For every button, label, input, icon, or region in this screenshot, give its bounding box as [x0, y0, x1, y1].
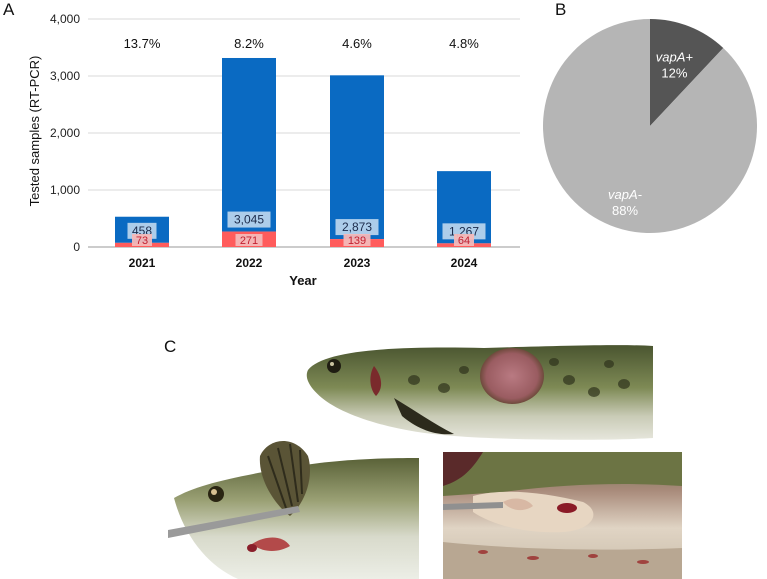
- x-tick-label: 2023: [344, 256, 371, 270]
- pie-slice-name: vapA+: [656, 49, 694, 64]
- bar-segment-upper: [330, 75, 384, 240]
- x-tick-label: 2022: [236, 256, 263, 270]
- pie-slice-value: 12%: [661, 65, 687, 80]
- fish-gill-cover-lifted-photo: [168, 436, 419, 579]
- y-tick-label: 3,000: [50, 69, 80, 83]
- percent-label: 13.7%: [124, 36, 161, 51]
- x-tick-labels: 2021 2022 2023 2024: [129, 256, 478, 270]
- data-label-box: [235, 234, 263, 246]
- data-label-lower: 139: [348, 235, 366, 247]
- y-tick-label: 1,000: [50, 183, 80, 197]
- fish-opened-body-cavity-photo: [443, 452, 682, 579]
- bar-segment-upper: [222, 57, 276, 232]
- pie-slice-name: vapA-: [608, 187, 643, 202]
- pie-chart: vapA+12% vapA-88%: [543, 19, 757, 233]
- y-tick-label: 0: [73, 240, 80, 254]
- y-tick-label: 4,000: [50, 12, 80, 26]
- data-label-lower: 64: [458, 235, 470, 247]
- data-label-upper: 2,873: [342, 220, 372, 234]
- y-axis-label: Tested samples (RT-PCR): [27, 56, 42, 207]
- y-tick-labels: 0 1,000 2,000 3,000 4,000: [50, 12, 80, 254]
- fish-lateral-lesion-photo: [304, 340, 653, 441]
- data-label-box: [343, 234, 371, 246]
- data-label-box: [132, 234, 152, 246]
- percent-label: 4.6%: [342, 36, 372, 51]
- data-label-box: [442, 223, 486, 240]
- data-label-upper: 3,045: [234, 213, 264, 227]
- data-label-box: [335, 219, 379, 236]
- panel-b-label: B: [555, 0, 567, 19]
- x-tick-label: 2021: [129, 256, 156, 270]
- panel-c-label: C: [164, 337, 177, 356]
- x-tick-label: 2024: [451, 256, 478, 270]
- data-label-box: [227, 211, 271, 228]
- pie-slice: [543, 19, 757, 233]
- bars: 4587313.7%3,0452718.2%2,8731394.6%1,2676…: [115, 36, 491, 247]
- percent-label: 4.8%: [449, 36, 479, 51]
- pie-slice: [650, 19, 724, 126]
- data-label-lower: 271: [240, 235, 258, 247]
- pie-slices: vapA+12% vapA-88%: [543, 19, 757, 233]
- x-axis-label: Year: [289, 273, 316, 288]
- data-label-box: [454, 234, 474, 246]
- pie-slice-value: 88%: [612, 203, 638, 218]
- percent-label: 8.2%: [234, 36, 264, 51]
- data-label-lower: 73: [136, 235, 148, 247]
- y-tick-label: 2,000: [50, 126, 80, 140]
- panel-a-label: A: [3, 0, 15, 19]
